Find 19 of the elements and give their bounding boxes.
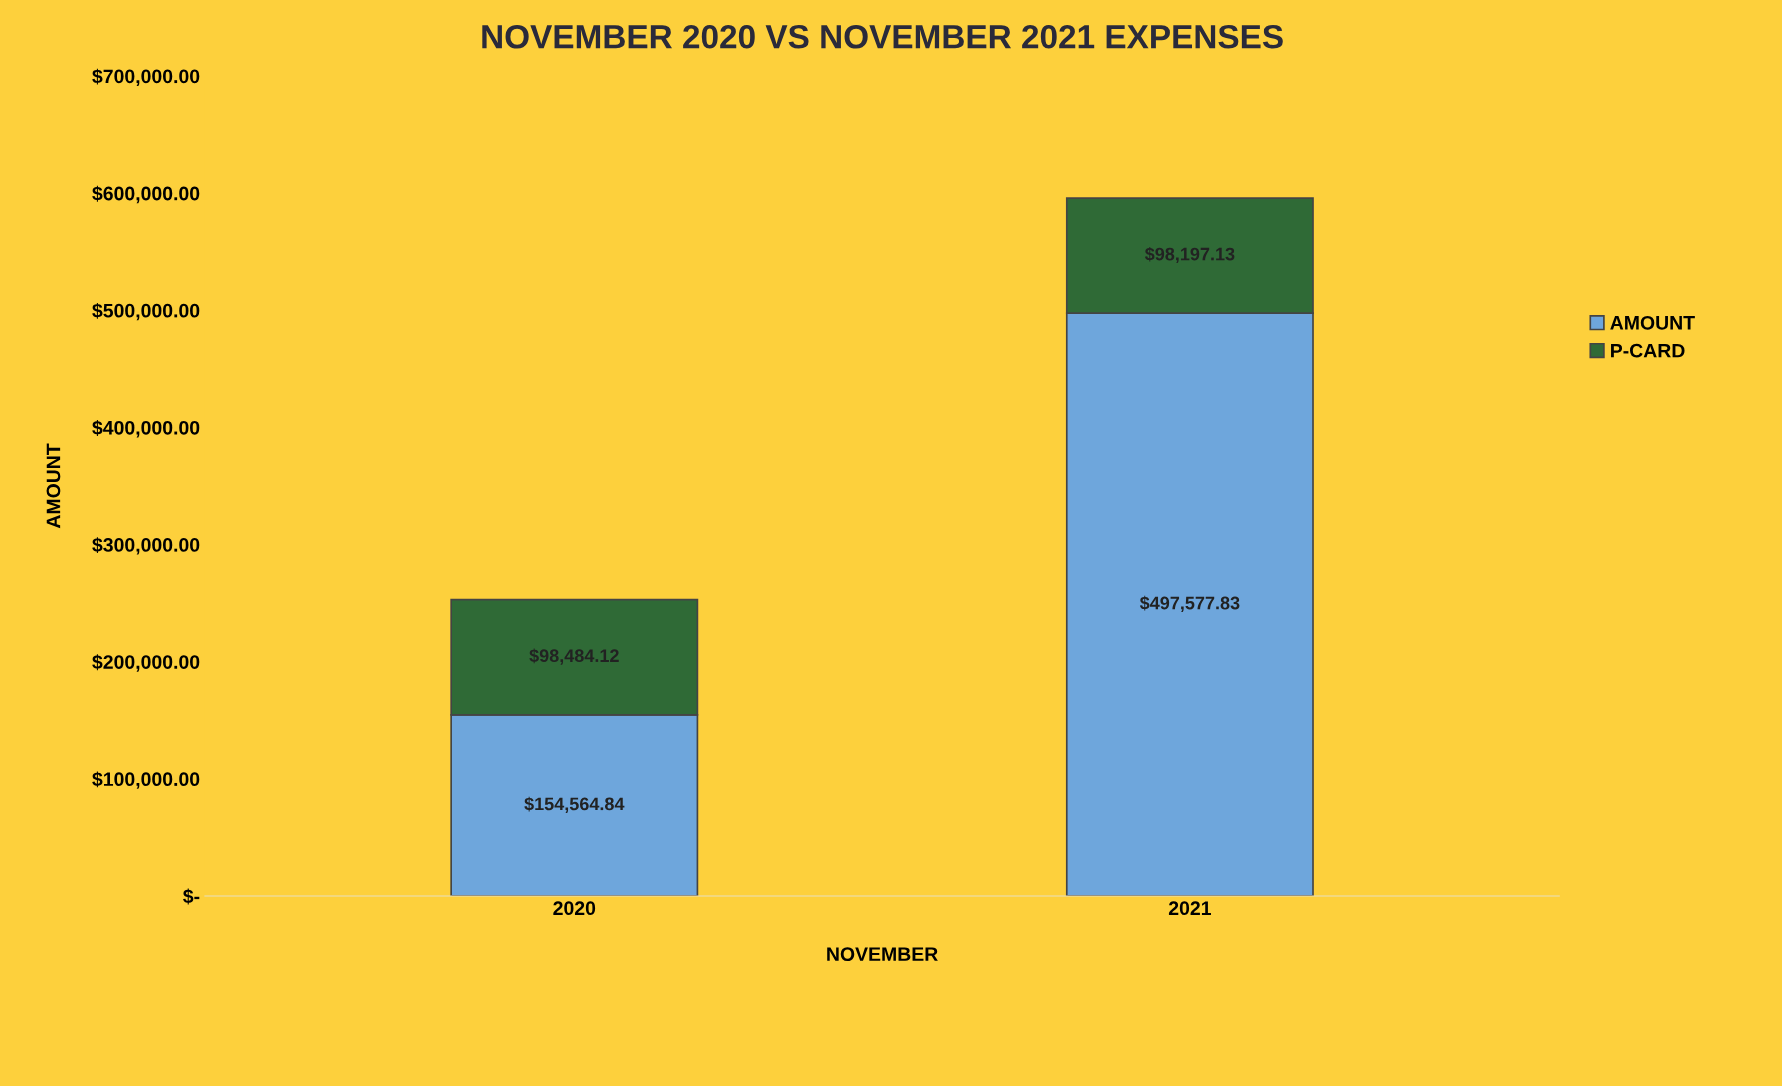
chart-title: NOVEMBER 2020 VS NOVEMBER 2021 EXPENSES: [482, 24, 1283, 49]
y-tick-label: $600,000.00: [92, 185, 200, 204]
data-label: $98,197.13: [1144, 246, 1235, 264]
y-tick-label: $-: [183, 888, 200, 905]
y-tick-label: $700,000.00: [92, 68, 200, 87]
y-tick-label: $200,000.00: [92, 654, 200, 672]
data-label: $98,484.12: [529, 648, 619, 665]
x-tick-label: 2020: [553, 901, 596, 916]
data-label: $154,564.84: [524, 796, 625, 813]
legend-label: AMOUNT: [1610, 315, 1695, 330]
x-axis-title: NOVEMBER: [827, 947, 938, 961]
y-tick-label: $500,000.00: [92, 302, 200, 321]
y-tick-label: $300,000.00: [92, 537, 200, 555]
y-axis-title: AMOUNT: [46, 443, 61, 529]
legend-label: P-CARD: [1611, 343, 1685, 358]
x-tick-label: 2021: [1168, 901, 1211, 916]
y-tick-label: $100,000.00: [92, 771, 200, 789]
y-tick-label: $400,000.00: [92, 420, 200, 438]
data-label: $497,577.83: [1139, 595, 1240, 612]
